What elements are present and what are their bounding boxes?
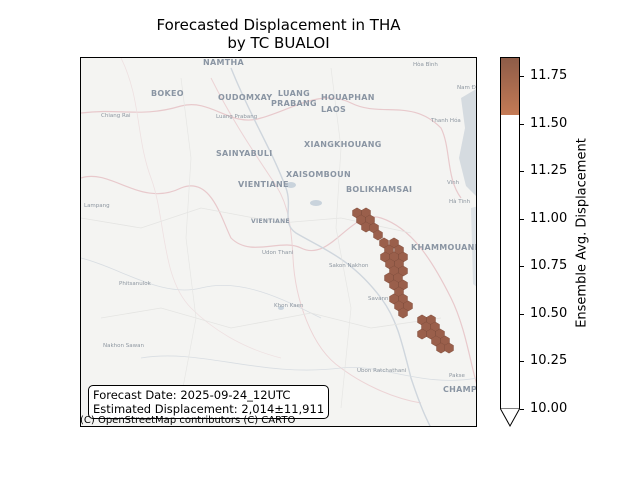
colorbar-label: Ensemble Avg. Displacement [574, 138, 590, 328]
place-xaisomboun: XAISOMBOUN [286, 170, 351, 179]
colorbar-tick-label: 10.25 [530, 353, 568, 369]
colorbar-fill [501, 58, 519, 116]
place-bokeo: BOKEO [151, 89, 184, 98]
place-luang-prabang-prov: LUANG PRABANG [271, 89, 317, 108]
displacement-hex[interactable] [398, 265, 408, 277]
displacement-hex-layer[interactable] [352, 207, 454, 354]
title-line-1: Forecasted Displacement in THA [156, 16, 401, 34]
place-khammouane: KHAMMOUANE [411, 243, 477, 252]
forecast-date: Forecast Date: 2025-09-24_12UTC [93, 388, 291, 402]
colorbar [500, 57, 520, 409]
place-xiangkhouang: XIANGKHOUANG [304, 140, 382, 149]
place-vientiane-city: VIENTIANE [251, 218, 290, 225]
place-vinh: Vinh [447, 180, 460, 186]
colorbar-tick-label: 10.00 [530, 401, 568, 416]
place-sainyabuli: SAINYABULI [216, 149, 273, 158]
displacement-hex[interactable] [389, 237, 399, 249]
estimated-displacement: Estimated Displacement: 2,014±11,911 [93, 402, 325, 416]
colorbar-tick-mark [520, 313, 524, 315]
colorbar-tick-mark [520, 123, 524, 125]
place-chiang-rai: Chiang Rai [101, 113, 131, 119]
colorbar-extend-triangle [500, 408, 520, 428]
place-nam-dinh: Nam Đ [457, 85, 476, 91]
place-pakse: Pakse [449, 373, 465, 379]
place-oudomxay: OUDOMXAY [218, 93, 273, 102]
colorbar-tick-label: 11.50 [530, 115, 568, 131]
place-udon-thani: Udon Thani [262, 250, 294, 256]
colorbar-tick-label: 10.50 [530, 305, 568, 321]
title-line-2: by TC BUALOI [227, 34, 330, 52]
place-phitsanulok: Phitsanulok [119, 281, 151, 287]
colorbar-tick-label: 10.75 [530, 258, 568, 274]
displacement-hex[interactable] [361, 221, 371, 233]
place-nakhon-sawan: Nakhon Sawan [103, 343, 144, 349]
colorbar-tick-label: 11.25 [530, 163, 568, 179]
colorbar-tick-label: 11.75 [530, 68, 568, 84]
basemap [81, 58, 476, 426]
place-sakon-nakhon: Sakon Nakhon [329, 263, 369, 269]
forecast-info-box: Forecast Date: 2025-09-24_12UTC Estimate… [88, 385, 330, 419]
place-ubon: Ubon Ratchathani [357, 368, 407, 374]
place-houaphan: HOUAPHAN [321, 93, 375, 102]
colorbar-tick-mark [520, 361, 524, 363]
place-khon-kaen: Khon Kaen [274, 303, 304, 309]
place-vientiane-prov: VIENTIANE [238, 180, 289, 189]
colorbar-tick-mark [520, 76, 524, 78]
place-namtha: NAMTHA [203, 58, 244, 67]
displacement-hex[interactable] [373, 229, 383, 241]
colorbar-tick-mark [520, 218, 524, 220]
place-luang-prabang-city: Luang Prabang [216, 114, 258, 120]
colorbar-tick-mark [520, 409, 524, 410]
place-hoa-binh: Hòa Bình [413, 62, 438, 68]
map-panel[interactable]: NAMTHA BOKEO OUDOMXAY LUANG PRABANG HOUA… [80, 57, 477, 427]
place-laos: LAOS [321, 105, 347, 114]
place-champasak: CHAMPA [443, 385, 477, 394]
map-title: Forecasted Displacement in THA by TC BUA… [80, 16, 477, 52]
map-attribution: (C) OpenStreetMap contributors (C) CARTO [80, 415, 296, 426]
colorbar-tick-label: 11.00 [530, 210, 568, 226]
colorbar-tick-mark [520, 171, 524, 173]
displacement-hex[interactable] [398, 307, 408, 319]
place-ha-tinh: Hà Tĩnh [449, 199, 471, 205]
colorbar-tick-mark [520, 266, 524, 268]
place-lampang: Lampang [84, 203, 110, 209]
displacement-hex[interactable] [379, 237, 389, 249]
place-thanh-hoa: Thanh Hóa [431, 118, 461, 124]
place-bolikhamsai: BOLIKHAMSAI [346, 185, 413, 194]
displacement-hex[interactable] [444, 342, 454, 354]
place-savannakhet: Savann [368, 296, 389, 302]
